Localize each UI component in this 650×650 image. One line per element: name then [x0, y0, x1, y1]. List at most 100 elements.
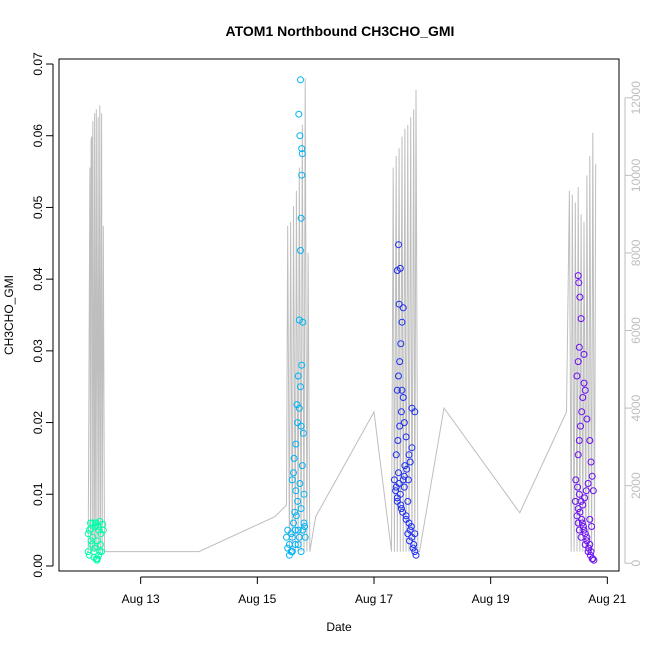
data-point-3	[395, 241, 402, 249]
data-point-3	[402, 433, 410, 441]
plot-frame	[58, 58, 620, 572]
data-point-3	[403, 465, 411, 473]
data-point-2	[295, 316, 303, 324]
data-point-2	[297, 76, 304, 84]
data-point-4	[574, 358, 582, 366]
data-point-3	[394, 437, 402, 444]
data-point-4	[586, 437, 594, 444]
data-point-3	[390, 476, 398, 484]
data-point-4	[581, 386, 589, 394]
data-point-1	[97, 530, 105, 538]
data-point-3	[404, 497, 412, 505]
data-point-4	[575, 343, 583, 351]
data-point-3	[397, 505, 405, 513]
data-point-2	[291, 508, 299, 516]
y-tick-label: 0.06	[31, 124, 45, 148]
data-point-3	[399, 508, 407, 516]
data-point-4	[588, 523, 596, 530]
data-point-2	[294, 541, 302, 548]
data-point-3	[400, 483, 408, 491]
data-point-4	[588, 472, 596, 480]
data-point-4	[586, 515, 594, 523]
y2-tick-label: 2000	[629, 472, 643, 499]
data-point-3	[400, 472, 408, 480]
data-point-2	[291, 526, 299, 534]
data-point-3	[406, 537, 414, 545]
data-point-3	[407, 523, 415, 530]
x-axis-label: Date	[326, 620, 352, 634]
data-point-4	[577, 497, 585, 505]
data-point-4	[574, 505, 582, 513]
data-point-3	[392, 451, 400, 459]
data-point-2	[296, 480, 304, 487]
data-point-4	[579, 501, 587, 509]
data-point-3	[402, 515, 410, 523]
data-point-1	[99, 520, 107, 528]
y2-tick-label: 4000	[629, 394, 643, 421]
data-point-2	[284, 526, 292, 534]
data-point-4	[573, 372, 581, 380]
data-point-3	[409, 544, 417, 552]
y-tick-label: 0.02	[31, 411, 45, 435]
data-point-1	[89, 533, 97, 541]
data-point-3	[395, 469, 402, 477]
data-point-4	[587, 458, 595, 466]
data-point-3	[400, 419, 408, 427]
data-point-2	[290, 519, 297, 527]
data-point-1	[84, 530, 92, 538]
data-point-4	[585, 544, 593, 552]
data-point-4	[574, 519, 582, 527]
y2-tick-label: 12000	[629, 81, 643, 115]
data-point-1	[87, 525, 95, 533]
y-tick-label: 0.01	[31, 482, 45, 506]
data-point-4	[579, 394, 587, 401]
y-tick-label: 0.00	[31, 554, 45, 578]
data-point-4	[572, 476, 580, 484]
data-point-4	[581, 541, 589, 548]
data-point-2	[298, 150, 306, 158]
data-point-1	[91, 544, 99, 552]
data-point-4	[576, 508, 584, 516]
data-point-3	[406, 526, 414, 534]
data-point-1	[96, 541, 104, 548]
y-tick-label: 0.04	[31, 267, 45, 291]
data-point-2	[295, 110, 303, 118]
data-point-2	[294, 526, 302, 534]
data-point-4	[575, 437, 583, 444]
data-point-3	[399, 304, 407, 312]
data-point-2	[287, 530, 295, 538]
data-point-3	[393, 386, 401, 394]
data-point-3	[396, 358, 404, 366]
data-point-1	[91, 523, 99, 530]
data-point-3	[398, 386, 406, 394]
data-point-3	[411, 530, 419, 538]
data-point-4	[589, 487, 597, 495]
data-point-3	[404, 476, 412, 484]
data-point-4	[590, 556, 598, 564]
data-point-2	[297, 247, 304, 254]
data-point-4	[583, 533, 591, 541]
data-point-3	[411, 548, 419, 556]
x-tick-label: Aug 21	[588, 592, 626, 606]
data-point-4	[577, 422, 584, 430]
data-point-4	[577, 315, 585, 323]
data-point-3	[397, 340, 405, 348]
data-point-1	[95, 526, 103, 534]
data-point-4	[580, 379, 588, 387]
data-point-2	[292, 487, 300, 495]
data-point-4	[575, 526, 583, 534]
data-point-2	[293, 401, 301, 409]
data-point-2	[284, 544, 292, 552]
data-point-2	[299, 318, 307, 326]
x-tick-label: Aug 13	[122, 592, 160, 606]
data-point-2	[298, 145, 306, 153]
data-point-4	[576, 293, 584, 301]
data-point-3	[399, 476, 407, 484]
y2-tick-label: 0	[629, 560, 643, 567]
data-point-3	[404, 530, 412, 538]
data-point-4	[587, 548, 595, 556]
data-point-2	[301, 533, 309, 541]
data-point-2	[288, 533, 296, 541]
data-point-1	[95, 551, 103, 559]
